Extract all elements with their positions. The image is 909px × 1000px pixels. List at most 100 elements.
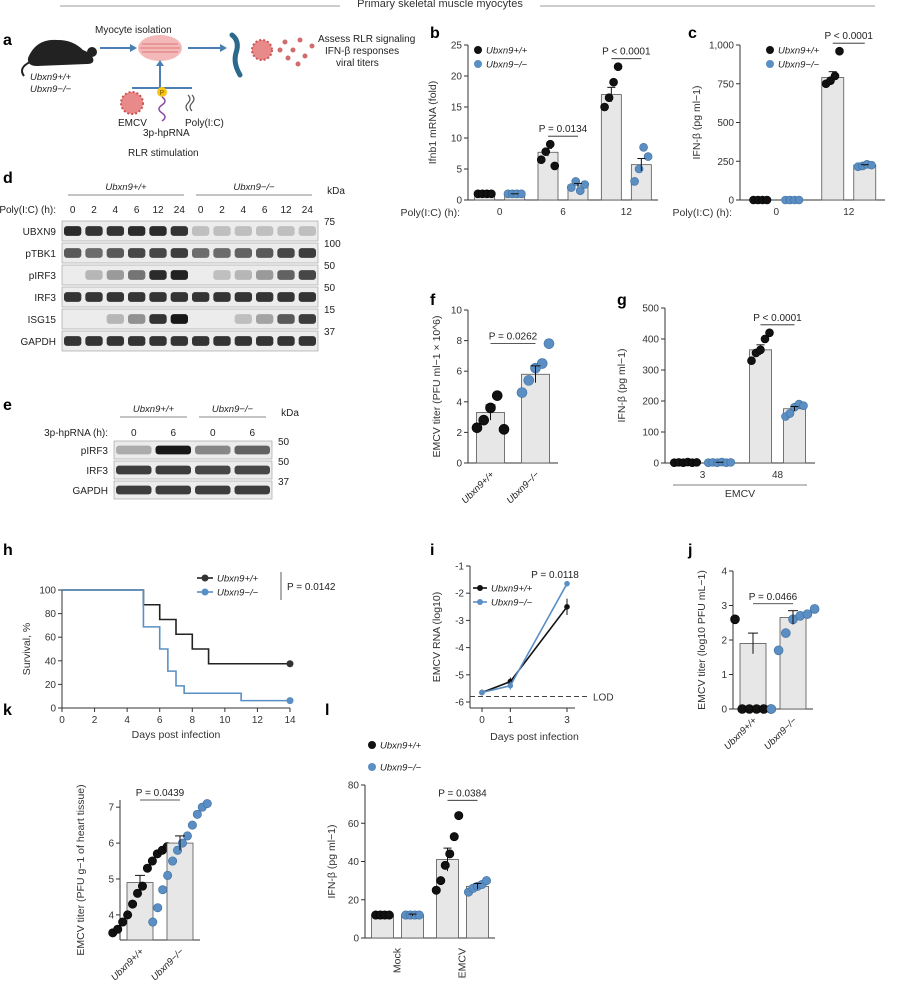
blot-band: [192, 226, 210, 236]
blot-lane-label: 4: [113, 205, 119, 216]
kda-marker: 37: [324, 327, 336, 338]
data-point: [431, 885, 441, 895]
blot-row-label: pIRF3: [29, 271, 57, 282]
y-tick-label: -5: [455, 670, 464, 681]
data-point: [604, 93, 614, 102]
y-tick-label: 0: [728, 196, 734, 207]
data-point: [564, 604, 570, 610]
kda-header: kDa: [327, 186, 345, 197]
data-point: [571, 177, 581, 186]
bar: [749, 349, 772, 464]
kda-marker: 37: [278, 477, 290, 488]
kda-marker: 100: [324, 239, 341, 250]
blot-band: [170, 336, 188, 346]
data-point: [481, 876, 491, 886]
y-axis-label: IFN-β (pg ml−1): [691, 85, 703, 159]
blot-row-label: IRF3: [86, 466, 108, 477]
blot-band: [106, 336, 124, 346]
blot-band: [116, 485, 152, 495]
blot-strip: [113, 480, 273, 500]
y-tick-label: 1,000: [709, 41, 734, 52]
blot-strip: [61, 264, 319, 286]
mouse-label-wt: Ubxn9+/+: [30, 72, 72, 83]
y-tick-label: 2: [721, 636, 727, 647]
data-point: [133, 888, 143, 898]
blot-row-label: GAPDH: [20, 337, 56, 348]
blot-band: [64, 336, 82, 346]
data-point: [747, 356, 756, 366]
data-point: [609, 77, 618, 87]
blot-band: [192, 336, 210, 346]
p-value: P = 0.0262: [489, 332, 538, 343]
legend-label: Ubxn9−/−: [380, 763, 422, 774]
blot-lane-label: 0: [70, 205, 76, 216]
blot-band: [213, 336, 231, 346]
figure-header: Primary skeletal muscle myocytes: [357, 0, 523, 10]
blot-band: [213, 270, 231, 280]
chart-panel-g: 0 100 200 300 400 500 IFN-β (pg ml−1) 3 48 EMCV P …: [616, 304, 815, 500]
kda-marker: 50: [324, 261, 336, 272]
phosphate-label: P: [160, 90, 165, 97]
phosphate-icon: [157, 87, 167, 97]
blot-band: [234, 292, 252, 302]
data-point: [147, 856, 157, 866]
y-tick-label: 750: [717, 79, 734, 90]
data-point: [123, 910, 133, 920]
blot-band: [298, 292, 316, 302]
legend-label: Ubxn9+/+: [491, 584, 533, 595]
data-point: [153, 903, 163, 913]
legend-label: Ubxn9+/+: [778, 46, 820, 57]
legend-marker: [201, 588, 209, 596]
x-tick-label: Ubxn9−/−: [149, 946, 186, 983]
data-point: [163, 870, 173, 880]
legend-marker: [477, 585, 483, 591]
x-tick-label: Ubxn9+/+: [109, 946, 146, 983]
y-tick-label: 0: [721, 705, 727, 716]
chart-panel-l: 0 20 40 60 80 IFN-β (pg ml−1) Mock EMCV Ubxn9+/+…: [326, 741, 495, 978]
data-point: [478, 414, 490, 426]
blot-band: [85, 270, 103, 280]
virus-icon: [251, 39, 273, 61]
data-point: [760, 334, 770, 344]
data-point: [830, 71, 840, 81]
legend-label: Ubxn9−/−: [486, 60, 528, 71]
survival-curve: [62, 589, 290, 665]
blot-strip: [113, 440, 273, 460]
data-point: [639, 143, 648, 152]
blot-band: [170, 226, 188, 236]
y-tick-label: 100: [39, 586, 56, 597]
data-point: [440, 860, 450, 870]
data-point: [536, 358, 548, 369]
data-point: [580, 180, 590, 189]
legend-label: Ubxn9+/+: [217, 574, 259, 585]
chart-panel-f: 0 2 4 6 8 10 EMCV titer (PFU ml−1 × 10^6) Ubxn9…: [431, 306, 558, 506]
data-point: [643, 152, 653, 161]
x-axis-label: EMCV: [725, 488, 755, 500]
y-tick-label: -2: [455, 589, 464, 600]
blot-band: [256, 248, 274, 258]
blot-band: [234, 314, 252, 324]
kda-marker: 50: [324, 283, 336, 294]
blot-band: [256, 226, 274, 236]
blot-row-label: IRF3: [34, 293, 56, 304]
panel-label-l: l: [325, 702, 329, 719]
blot-band: [277, 336, 295, 346]
y-tick-label: 40: [348, 857, 360, 868]
y-tick-label: 0: [50, 704, 56, 715]
blot-group-label: Ubxn9−/−: [212, 404, 254, 415]
chart-panel-j: 0 1 2 3 4 EMCV titer (log10 PFU mL−1) Ubxn9+/+…: [696, 567, 820, 752]
data-point: [148, 917, 158, 927]
y-tick-label: 20: [348, 895, 360, 906]
rna-icon: [158, 96, 166, 122]
blot-band: [195, 485, 231, 495]
p-value: P = 0.0134: [539, 124, 588, 135]
panel-label-i: i: [430, 542, 434, 559]
bar: [821, 77, 845, 201]
blot-band: [277, 226, 295, 236]
polyic-label: Poly(I:C): [185, 118, 224, 129]
blot-row-label: pIRF3: [81, 446, 109, 457]
y-tick-label: 4: [721, 567, 727, 578]
kda-marker: 15: [324, 305, 336, 316]
blot-band: [234, 445, 270, 455]
